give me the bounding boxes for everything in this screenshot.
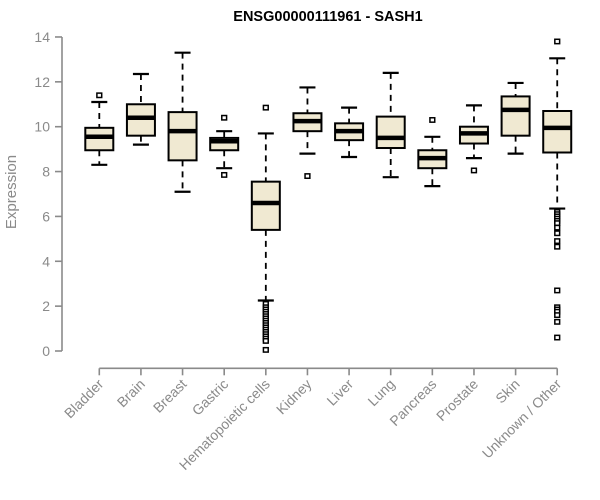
boxplot-kidney [292, 86, 323, 179]
outlier-point [554, 318, 561, 325]
outlier-point [221, 171, 228, 178]
chart-title: ENSG00000111961 - SASH1 [233, 9, 422, 25]
outlier-point [554, 230, 561, 237]
boxplot-liver [334, 106, 365, 159]
outlier-point [96, 92, 103, 99]
outlier-point [554, 238, 561, 245]
iqr-box [500, 95, 531, 137]
y-tick-label: 14 [34, 29, 50, 45]
x-tick-label-prostate: Prostate [433, 376, 481, 424]
boxplot-bladder [84, 92, 115, 166]
boxplot-pancreas [417, 117, 448, 188]
boxplot-unknown-other [542, 38, 573, 341]
y-tick-label: 6 [42, 208, 50, 224]
outlier-point [262, 104, 269, 111]
y-axis-title: Expression [3, 155, 20, 229]
y-tick-label: 0 [42, 343, 50, 359]
iqr-box [167, 111, 198, 162]
iqr-box [542, 109, 573, 154]
y-axis: 0 2 4 6 8 10 12 14 [34, 29, 63, 359]
x-tick-label-skin: Skin [492, 376, 523, 407]
outlier-point [429, 117, 436, 123]
outlier-point [554, 243, 561, 250]
outlier-point [554, 38, 561, 45]
boxplot-brain [125, 72, 156, 146]
outlier-point [221, 114, 228, 121]
outlier-point [554, 287, 561, 294]
boxplot-gastric [209, 114, 240, 178]
boxplot-skin [500, 81, 531, 155]
iqr-box [375, 115, 406, 150]
outlier-point [470, 167, 478, 174]
y-tick-label: 2 [42, 298, 50, 314]
plot-area: 0 2 4 6 8 10 12 14 Bladder Brain BreastGastricHema… [34, 29, 573, 473]
x-tick-label-unknown-other: Unknown / Other [479, 376, 565, 462]
iqr-box [250, 180, 281, 231]
boxplot-lung [375, 71, 406, 179]
boxplot-prostate [458, 104, 489, 174]
y-tick-label: 8 [42, 164, 50, 180]
x-tick-label-liver: Liver [323, 376, 356, 409]
outlier-point [262, 337, 269, 344]
y-tick-label: 10 [34, 119, 50, 135]
x-tick-label-kidney: Kidney [273, 376, 315, 418]
x-tick-label-breast: Breast [150, 376, 190, 416]
x-tick-label-brain: Brain [114, 376, 148, 410]
x-tick-label-lung: Lung [364, 376, 397, 409]
y-tick-label: 4 [42, 253, 50, 269]
outlier-point [304, 173, 311, 179]
outlier-point [554, 312, 561, 319]
outlier-point [262, 346, 269, 353]
y-tick-label: 12 [34, 74, 50, 90]
boxplot-breast [167, 51, 198, 193]
boxplot-hematopoietic-cells [250, 104, 281, 353]
outlier-point [554, 334, 561, 341]
x-tick-label-bladder: Bladder [61, 376, 107, 422]
outlier-point [554, 224, 561, 231]
